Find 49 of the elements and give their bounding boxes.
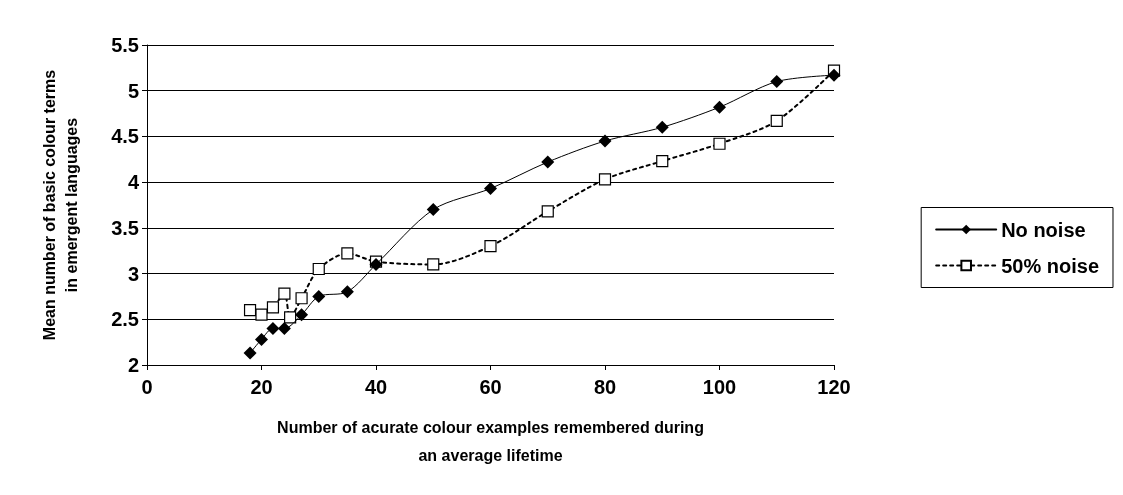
point [312,289,326,303]
point [255,308,268,321]
x-tick-label: 20 [250,376,273,398]
y-tick-label: 2.5 [111,308,139,331]
point [284,311,297,324]
point [713,137,726,150]
x-axis-title: Number of acurate colour examples remembered during an average lifetime [277,418,704,464]
y-tick-label: 5 [127,79,139,102]
point [770,114,783,127]
point [295,292,308,305]
x-tick-label: 0 [141,376,153,398]
point [598,134,612,148]
x-tick-label: 100 [702,376,737,398]
x-tick-label: 80 [593,376,617,398]
y-tick-label: 5.5 [111,34,139,56]
point [340,285,354,299]
y-tick-label: 3.5 [111,216,139,239]
x-tick-label: 60 [479,376,502,398]
point [243,346,257,360]
y-tick-label: 4.5 [111,125,139,148]
point [827,68,841,82]
point [427,258,440,271]
y-tick-label: 2 [127,354,139,376]
point [278,287,291,300]
point [541,155,555,169]
point [655,120,669,134]
point [341,247,354,260]
y-tick-label: 4 [127,171,140,194]
point [266,321,280,335]
point [295,308,309,322]
point [277,321,291,335]
legend-label: No noise [1001,218,1086,241]
point [656,155,669,168]
point [312,262,325,276]
point [484,182,497,196]
point [243,304,257,317]
x-tick-label: 40 [364,376,388,398]
point [484,240,497,253]
point [255,332,268,346]
point [713,100,726,114]
point [426,203,440,217]
x-tick-label: 120 [817,376,851,398]
point [598,173,612,186]
point [266,301,280,314]
y-axis-title: Mean number of basic colour terms in emergent languages [40,69,80,341]
y-tick-label: 3 [127,262,139,285]
point [541,205,554,218]
point [770,75,784,89]
legend-label: 50% noise [1001,254,1100,277]
